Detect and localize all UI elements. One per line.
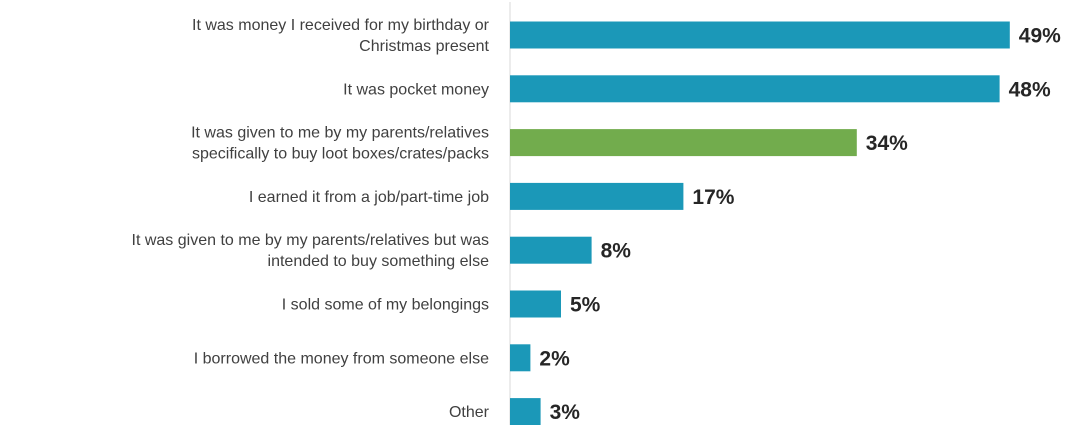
bar-5 xyxy=(510,236,592,264)
category-label-5-line-2: intended to buy something else xyxy=(268,253,490,270)
value-label-6: 5% xyxy=(570,294,601,317)
value-labels: 49% 48% 34% 17% 8% 5% 2% 3% xyxy=(539,25,1061,425)
category-label-2: It was pocket money xyxy=(343,81,489,98)
bar-6 xyxy=(510,290,561,318)
category-label-3-line-1: It was given to me by my parents/relativ… xyxy=(191,125,489,142)
category-label-3-line-2: specifically to buy loot boxes/crates/pa… xyxy=(192,146,489,163)
bar-2 xyxy=(510,75,1000,103)
bar-7 xyxy=(510,344,531,372)
bar-8 xyxy=(510,398,541,425)
value-label-2: 48% xyxy=(1009,78,1051,101)
value-label-7: 2% xyxy=(539,347,570,370)
category-label-6: I sold some of my belongings xyxy=(282,297,489,314)
category-label-7: I borrowed the money from someone else xyxy=(194,350,489,367)
category-label-1-line-1: It was money I received for my birthday … xyxy=(192,17,490,34)
category-label-5-line-1: It was given to me by my parents/relativ… xyxy=(132,232,489,249)
category-labels: It was money I received for my birthday … xyxy=(132,17,490,421)
bars xyxy=(510,21,1010,425)
category-label-1-line-2: Christmas present xyxy=(359,38,489,55)
category-label-8: Other xyxy=(449,404,490,421)
value-label-8: 3% xyxy=(550,401,581,424)
value-label-3: 34% xyxy=(866,132,908,155)
bar-3 xyxy=(510,129,857,157)
category-label-4: I earned it from a job/part-time job xyxy=(249,189,489,206)
bar-4 xyxy=(510,182,684,210)
bar-1 xyxy=(510,21,1010,49)
value-label-4: 17% xyxy=(692,186,734,209)
value-label-5: 8% xyxy=(601,240,632,263)
value-label-1: 49% xyxy=(1019,25,1061,48)
